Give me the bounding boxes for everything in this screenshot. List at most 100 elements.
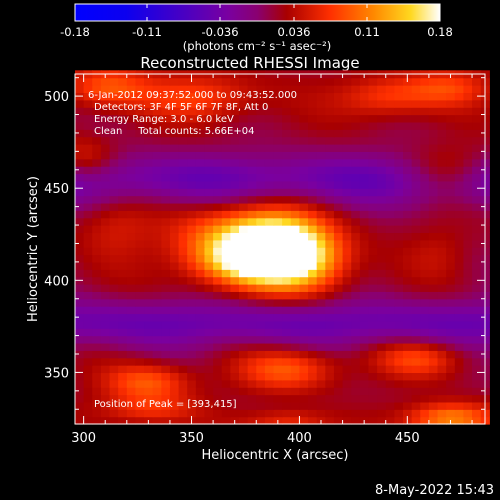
heatmap-cell <box>92 365 102 374</box>
heatmap-cell <box>221 232 231 241</box>
heatmap-cell <box>359 166 370 175</box>
heatmap-cell <box>377 188 387 197</box>
heatmap-cell <box>213 129 223 138</box>
heatmap-cell <box>299 180 309 189</box>
heatmap-cell <box>299 195 309 204</box>
heatmap-cell <box>221 401 231 410</box>
heatmap-cell <box>92 85 102 94</box>
heatmap-cell <box>161 298 171 307</box>
heatmap-cell <box>359 365 370 374</box>
heatmap-cell <box>256 328 266 337</box>
heatmap-cell <box>282 276 292 285</box>
heatmap-cell <box>195 298 206 307</box>
heatmap-cell <box>290 166 301 175</box>
heatmap-cell <box>135 217 145 226</box>
heatmap-cell <box>126 409 137 418</box>
heatmap-cell <box>394 335 404 344</box>
heatmap-cell <box>385 99 395 108</box>
heatmap-cell <box>299 166 309 175</box>
heatmap-cell <box>152 269 162 278</box>
heatmap-cell <box>126 320 137 329</box>
heatmap-cell <box>109 129 119 138</box>
heatmap-cell <box>239 85 249 94</box>
heatmap-cell <box>420 269 430 278</box>
heatmap-cell <box>169 387 180 396</box>
heatmap-cell <box>109 409 119 418</box>
heatmap-cell <box>325 328 335 337</box>
heatmap-cell <box>256 269 266 278</box>
heatmap-cell <box>126 195 137 204</box>
heatmap-cell <box>256 342 266 351</box>
heatmap-cell <box>230 188 240 197</box>
heatmap-cell <box>204 276 214 285</box>
heatmap-cell <box>221 261 231 270</box>
heatmap-cell <box>118 136 128 145</box>
heatmap-cell <box>178 291 188 300</box>
heatmap-cell <box>126 350 137 359</box>
heatmap-cell <box>187 291 197 300</box>
heatmap-cell <box>135 225 145 234</box>
heatmap-cell <box>420 225 430 234</box>
heatmap-cell <box>161 416 171 425</box>
heatmap-cell <box>169 335 180 344</box>
heatmap-cell <box>169 284 180 292</box>
heatmap-cell <box>394 151 404 160</box>
heatmap-cell <box>152 365 162 374</box>
heatmap-cell <box>446 284 456 292</box>
heatmap-cell <box>325 350 335 359</box>
heatmap-cell <box>230 144 240 152</box>
heatmap-cell <box>403 284 413 292</box>
heatmap-cell <box>411 365 421 374</box>
heatmap-cell <box>83 365 93 374</box>
heatmap-cell <box>178 107 188 116</box>
heatmap-cell <box>213 394 223 403</box>
heatmap-cell <box>411 261 421 270</box>
heatmap-cell <box>403 188 413 197</box>
heatmap-cell <box>75 202 85 211</box>
heatmap-cell <box>308 99 318 108</box>
heatmap-cell <box>403 107 413 116</box>
heatmap-cell <box>187 217 197 226</box>
heatmap-cell <box>342 365 352 374</box>
heatmap-cell <box>118 217 128 226</box>
heatmap-cell <box>178 342 188 351</box>
heatmap-cell <box>187 342 197 351</box>
heatmap-cell <box>213 136 223 145</box>
heatmap-cell <box>83 232 93 241</box>
heatmap-cell <box>463 350 473 359</box>
heatmap-cell <box>273 77 283 86</box>
heatmap-cell <box>316 144 326 152</box>
heatmap-cell <box>351 365 361 374</box>
heatmap-cell <box>161 313 171 322</box>
heatmap-cell <box>290 195 301 204</box>
heatmap-cell <box>100 284 111 292</box>
heatmap-cell <box>411 195 421 204</box>
heatmap-cell <box>161 77 171 86</box>
heatmap-cell <box>420 261 430 270</box>
heatmap-cell <box>411 335 421 344</box>
heatmap-cell <box>368 328 378 337</box>
heatmap-cell <box>325 357 335 366</box>
heatmap-cell <box>359 121 370 130</box>
heatmap-cell <box>213 166 223 175</box>
heatmap-cell <box>428 195 439 204</box>
heatmap-cell <box>403 85 413 94</box>
heatmap-cell <box>394 225 404 234</box>
heatmap-cell <box>247 77 257 86</box>
heatmap-cell <box>446 195 456 204</box>
heatmap-cell <box>83 136 93 145</box>
heatmap-cell <box>368 180 378 189</box>
heatmap-cell <box>463 306 473 315</box>
info-clean-counts: Clean Total counts: 5.66E+04 <box>94 126 254 137</box>
heatmap-cell <box>195 166 206 175</box>
heatmap-cell <box>420 188 430 197</box>
heatmap-cell <box>135 247 145 256</box>
heatmap-cell <box>178 409 188 418</box>
heatmap-cell <box>239 284 249 292</box>
heatmap-cell <box>213 121 223 130</box>
heatmap-cell <box>377 401 387 410</box>
heatmap-cell <box>152 195 162 204</box>
heatmap-cell <box>308 320 318 329</box>
heatmap-cell <box>394 342 404 351</box>
heatmap-cell <box>472 342 482 351</box>
